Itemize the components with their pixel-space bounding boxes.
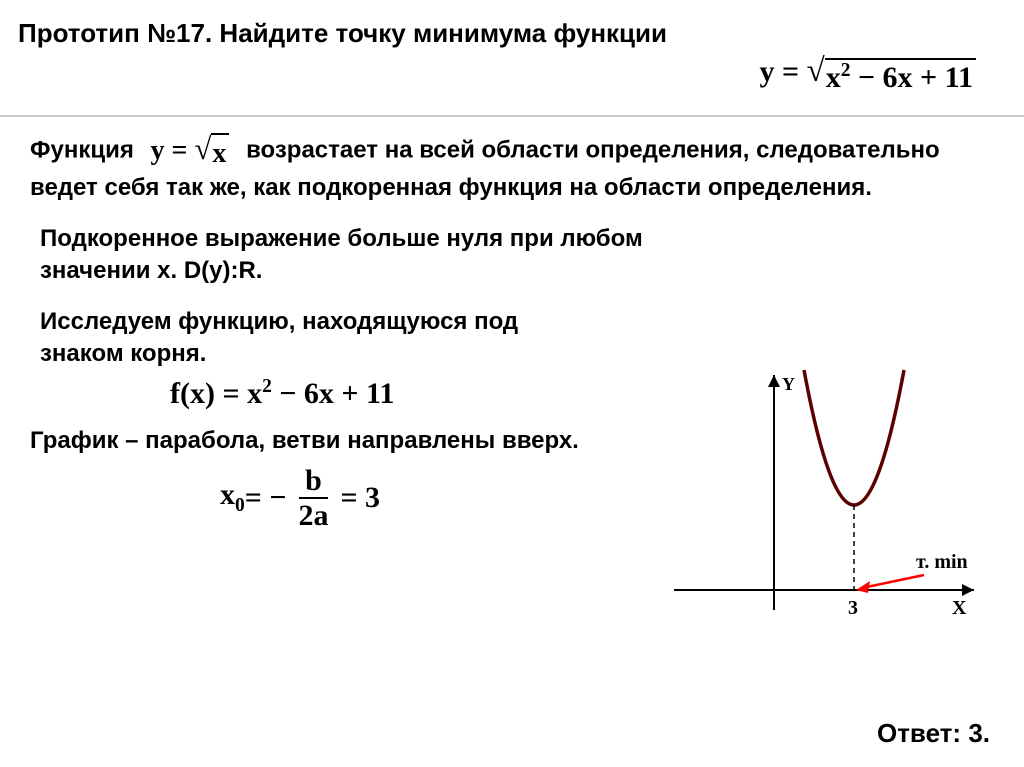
min-arrow-head [856, 581, 870, 593]
x-axis-arrow [962, 584, 974, 596]
header: Прототип №17. Найдите точку минимума фун… [0, 0, 1024, 117]
parabola-graph: Y X 3 т. min [644, 360, 984, 640]
page-title: Прототип №17. Найдите точку минимума фун… [18, 18, 1006, 49]
parabola-curve [804, 370, 904, 505]
inline-formula-sqrt-x: y = √x [151, 129, 230, 173]
x-axis-label: X [952, 597, 967, 619]
min-arrow-line [862, 575, 924, 588]
min-point-label: т. min [916, 551, 968, 573]
paragraph-2: Подкоренное выражение больше нуля при лю… [40, 223, 660, 288]
paragraph-1: Функция y = √x возрастает на всей област… [30, 129, 994, 205]
main-formula: y = √x2 − 6x + 11 [18, 49, 1006, 107]
y-axis-label: Y [782, 374, 795, 394]
tick-3-label: 3 [848, 597, 858, 619]
answer: Ответ: 3. [877, 718, 990, 749]
paragraph-4: График – парабола, ветви направлены ввер… [30, 425, 590, 457]
paragraph-3: Исследуем функцию, находящуюся под знако… [40, 306, 560, 371]
y-axis-arrow [768, 375, 780, 387]
